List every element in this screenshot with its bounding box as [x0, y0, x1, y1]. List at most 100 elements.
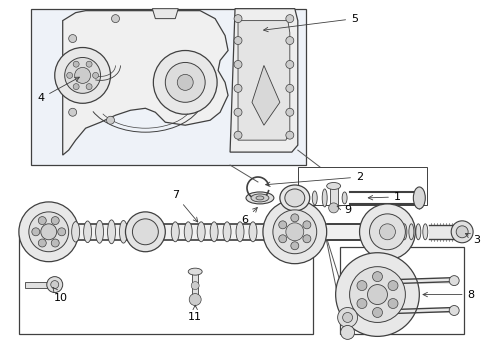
Circle shape — [51, 239, 59, 247]
Polygon shape — [238, 21, 290, 140]
Bar — [298, 167, 427, 205]
Circle shape — [329, 203, 339, 213]
Ellipse shape — [172, 222, 179, 242]
Text: 6: 6 — [242, 207, 257, 225]
Circle shape — [279, 235, 287, 243]
Circle shape — [357, 298, 367, 309]
Circle shape — [360, 204, 416, 260]
Circle shape — [372, 307, 383, 318]
Bar — [429, 225, 454, 239]
Circle shape — [106, 116, 115, 124]
Circle shape — [58, 228, 66, 236]
Circle shape — [286, 37, 294, 45]
Circle shape — [388, 298, 398, 309]
Ellipse shape — [131, 221, 140, 243]
Circle shape — [74, 67, 91, 84]
Bar — [340, 247, 464, 334]
Text: 11: 11 — [188, 305, 202, 323]
Circle shape — [38, 217, 46, 225]
Circle shape — [338, 307, 358, 328]
Circle shape — [234, 37, 242, 45]
Circle shape — [153, 50, 217, 114]
Polygon shape — [252, 66, 280, 125]
Circle shape — [29, 212, 69, 252]
Ellipse shape — [197, 222, 205, 242]
Ellipse shape — [249, 222, 257, 242]
Circle shape — [47, 276, 63, 293]
Ellipse shape — [188, 268, 202, 275]
Circle shape — [369, 214, 405, 250]
Circle shape — [32, 228, 40, 236]
Circle shape — [449, 306, 459, 315]
Ellipse shape — [246, 192, 274, 204]
Polygon shape — [230, 9, 298, 152]
Bar — [330, 186, 338, 208]
Circle shape — [336, 253, 419, 336]
Ellipse shape — [223, 222, 231, 242]
Circle shape — [86, 61, 92, 67]
Ellipse shape — [342, 192, 347, 204]
Circle shape — [234, 60, 242, 68]
Circle shape — [41, 224, 57, 240]
Circle shape — [341, 325, 355, 339]
Ellipse shape — [210, 222, 218, 242]
Ellipse shape — [120, 220, 127, 243]
Ellipse shape — [327, 183, 341, 189]
Text: 9: 9 — [337, 205, 351, 215]
Text: 4: 4 — [37, 77, 79, 103]
Circle shape — [286, 60, 294, 68]
Text: 2: 2 — [266, 172, 363, 186]
Circle shape — [291, 242, 299, 250]
Ellipse shape — [72, 222, 80, 242]
Ellipse shape — [402, 224, 407, 240]
Circle shape — [69, 35, 76, 42]
Ellipse shape — [409, 224, 414, 240]
Ellipse shape — [256, 196, 264, 200]
Circle shape — [234, 108, 242, 116]
Text: 7: 7 — [172, 190, 198, 222]
Circle shape — [19, 202, 78, 262]
Circle shape — [191, 282, 199, 289]
Circle shape — [234, 84, 242, 92]
Bar — [394, 278, 454, 284]
Circle shape — [372, 272, 383, 282]
Circle shape — [273, 210, 317, 254]
Text: 1: 1 — [368, 192, 401, 202]
Circle shape — [65, 58, 100, 93]
Circle shape — [343, 312, 353, 323]
Ellipse shape — [280, 185, 310, 211]
Circle shape — [86, 84, 92, 90]
Text: 10: 10 — [53, 287, 68, 302]
Ellipse shape — [84, 221, 92, 243]
Bar — [349, 192, 419, 204]
Text: 5: 5 — [264, 14, 358, 32]
Polygon shape — [152, 9, 178, 19]
Circle shape — [189, 293, 201, 306]
Text: 8: 8 — [423, 289, 475, 300]
Circle shape — [303, 235, 311, 243]
Circle shape — [38, 239, 46, 247]
Circle shape — [303, 221, 311, 229]
Circle shape — [55, 48, 111, 103]
Ellipse shape — [312, 191, 317, 205]
Circle shape — [73, 61, 79, 67]
Circle shape — [286, 15, 294, 23]
Circle shape — [263, 200, 327, 264]
Circle shape — [388, 280, 398, 291]
Circle shape — [286, 131, 294, 139]
Bar — [25, 282, 53, 288]
Ellipse shape — [414, 187, 425, 209]
Ellipse shape — [236, 222, 244, 242]
Circle shape — [165, 62, 205, 102]
Circle shape — [112, 15, 120, 23]
Circle shape — [456, 226, 468, 238]
Bar — [31, 9, 306, 165]
Bar — [328, 224, 390, 240]
Circle shape — [93, 72, 98, 78]
Ellipse shape — [251, 194, 269, 202]
Ellipse shape — [322, 189, 327, 207]
Circle shape — [73, 84, 79, 90]
Circle shape — [291, 214, 299, 222]
Ellipse shape — [423, 224, 428, 240]
Ellipse shape — [184, 222, 192, 242]
